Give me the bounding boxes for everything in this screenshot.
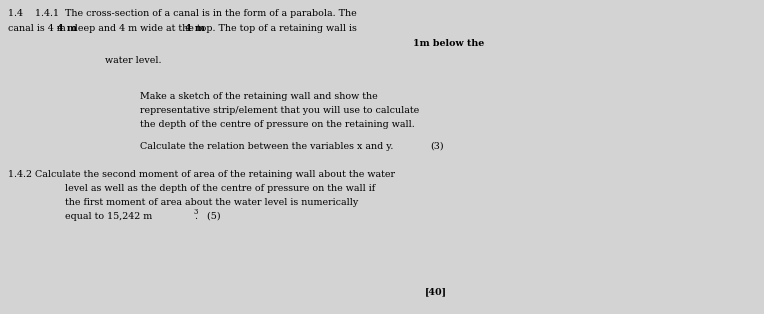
Text: Calculate the relation between the variables x and y.: Calculate the relation between the varia… bbox=[140, 142, 393, 151]
Text: the depth of the centre of pressure on the retaining wall.: the depth of the centre of pressure on t… bbox=[140, 120, 415, 129]
Text: Make a sketch of the retaining wall and show the: Make a sketch of the retaining wall and … bbox=[140, 92, 377, 101]
Text: representative strip/element that you will use to calculate: representative strip/element that you wi… bbox=[140, 106, 419, 115]
Text: level as well as the depth of the centre of pressure on the wall if: level as well as the depth of the centre… bbox=[65, 184, 375, 193]
Text: (3): (3) bbox=[430, 142, 444, 151]
Text: 4 m: 4 m bbox=[57, 24, 77, 33]
Text: 1m below the: 1m below the bbox=[413, 39, 484, 48]
Text: [40]: [40] bbox=[425, 287, 447, 296]
Text: 4 m: 4 m bbox=[185, 24, 205, 33]
Text: canal is 4 m  deep and 4 m wide at the top. The top of a retaining wall is: canal is 4 m deep and 4 m wide at the to… bbox=[8, 24, 357, 33]
Text: 1.4.2 Calculate the second moment of area of the retaining wall about the water: 1.4.2 Calculate the second moment of are… bbox=[8, 170, 395, 179]
Text: .   (5): . (5) bbox=[195, 212, 221, 221]
Text: equal to 15,242 m: equal to 15,242 m bbox=[65, 212, 152, 221]
Text: 3: 3 bbox=[193, 208, 197, 216]
Text: 1.4    1.4.1  The cross-section of a canal is in the form of a parabola. The: 1.4 1.4.1 The cross-section of a canal i… bbox=[8, 9, 357, 18]
Text: water level.: water level. bbox=[105, 56, 161, 65]
Text: the first moment of area about the water level is numerically: the first moment of area about the water… bbox=[65, 198, 358, 207]
